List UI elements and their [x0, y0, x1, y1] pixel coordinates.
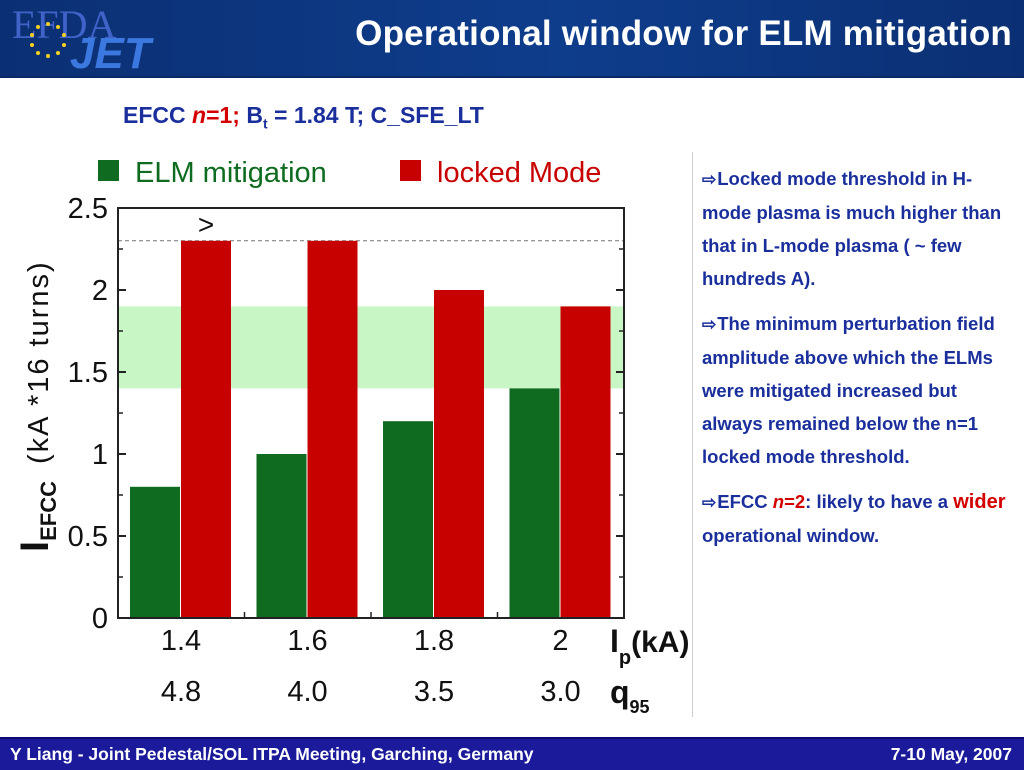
legend-label-locked: locked Mode: [437, 157, 601, 189]
footer-date: 7-10 May, 2007: [890, 744, 1012, 764]
q95-tick-label: 3.0: [540, 676, 580, 708]
arrow-right-icon: ⇨: [702, 493, 717, 512]
x-axis-subscript: p: [619, 647, 631, 669]
y-tick-label: 2: [92, 275, 108, 307]
note-item: ⇨EFCC n=2: likely to have a wider operat…: [702, 491, 1006, 546]
x-tick-label: 2: [552, 625, 568, 657]
arrow-right-icon: ⇨: [702, 315, 717, 334]
page-title: Operational window for ELM mitigation: [355, 14, 1012, 53]
x-tick-label: 1.6: [287, 625, 327, 657]
legend-swatch-locked: [400, 160, 421, 181]
q95-label: q95: [610, 674, 650, 717]
bar-elm-mitigation: [509, 388, 560, 618]
x-tick-label: 1.4: [161, 625, 201, 657]
bar-elm-mitigation: [383, 421, 433, 618]
header-bar: EFDA JET Operational window for ELM miti…: [0, 0, 1024, 78]
x-tick-label: 1.8: [414, 625, 454, 657]
q95-subscript: 95: [630, 697, 650, 717]
legend-swatch-elm: [98, 160, 119, 181]
y-tick-label: 1.5: [68, 357, 108, 389]
divider: [692, 152, 693, 717]
bar-elm-mitigation: [256, 454, 307, 618]
chart-container: 1.4 4.8 1.6 4.0 1.8 3.5 2 3.0 0 0.5 1 1.5 2 2.5 > ELM m…: [10, 148, 692, 718]
x-axis-symbol: I: [610, 623, 619, 659]
q95-tick-label: 4.8: [161, 676, 201, 708]
y-tick-label: 1: [92, 439, 108, 471]
chart-subtitle: EFCC n=1; Bt = 1.84 T; C_SFE_LT: [123, 102, 484, 132]
y-axis-symbol: I: [13, 541, 57, 552]
bar-locked-mode: [434, 290, 484, 618]
svg-text:JET: JET: [70, 29, 154, 74]
q95-symbol: q: [610, 674, 630, 710]
efda-jet-logo: EFDA JET: [12, 2, 154, 74]
bar-chart: 1.4 4.8 1.6 4.0 1.8 3.5 2 3.0 0 0.5 1 1.5 2 2.5 > ELM m…: [13, 157, 689, 717]
y-tick-label: 2.5: [68, 193, 108, 225]
annotation-label: >: [198, 209, 214, 240]
eu-stars-icon: [30, 22, 66, 58]
legend-label-elm: ELM mitigation: [135, 157, 327, 189]
note-item: ⇨The minimum perturbation field amplitud…: [702, 313, 995, 467]
bar-elm-mitigation: [130, 486, 180, 618]
arrow-right-icon: ⇨: [702, 170, 717, 189]
note-item: ⇨Locked mode threshold in H-mode plasma …: [702, 168, 1002, 289]
bar-locked-mode: [560, 306, 611, 618]
y-tick-label: 0: [92, 603, 108, 635]
bar-locked-mode: [181, 240, 231, 619]
y-axis-units: (kA *16 turns): [23, 260, 55, 464]
notes-panel: ⇨Locked mode threshold in H-mode plasma …: [702, 162, 1014, 564]
q95-tick-label: 4.0: [287, 676, 327, 708]
footer-author: Y Liang - Joint Pedestal/SOL ITPA Meetin…: [10, 744, 534, 764]
x-axis-units: (kA): [631, 626, 689, 659]
svg-text:EFDA: EFDA: [12, 2, 117, 47]
y-axis-subscript: EFCC: [36, 481, 61, 541]
q95-tick-label: 3.5: [414, 676, 454, 708]
footer-bar: Y Liang - Joint Pedestal/SOL ITPA Meetin…: [0, 737, 1024, 770]
bar-locked-mode: [307, 240, 358, 619]
y-tick-label: 0.5: [68, 521, 108, 553]
y-axis-label: IEFCC: [13, 481, 61, 552]
x-axis-label: Ip(kA): [610, 623, 689, 669]
